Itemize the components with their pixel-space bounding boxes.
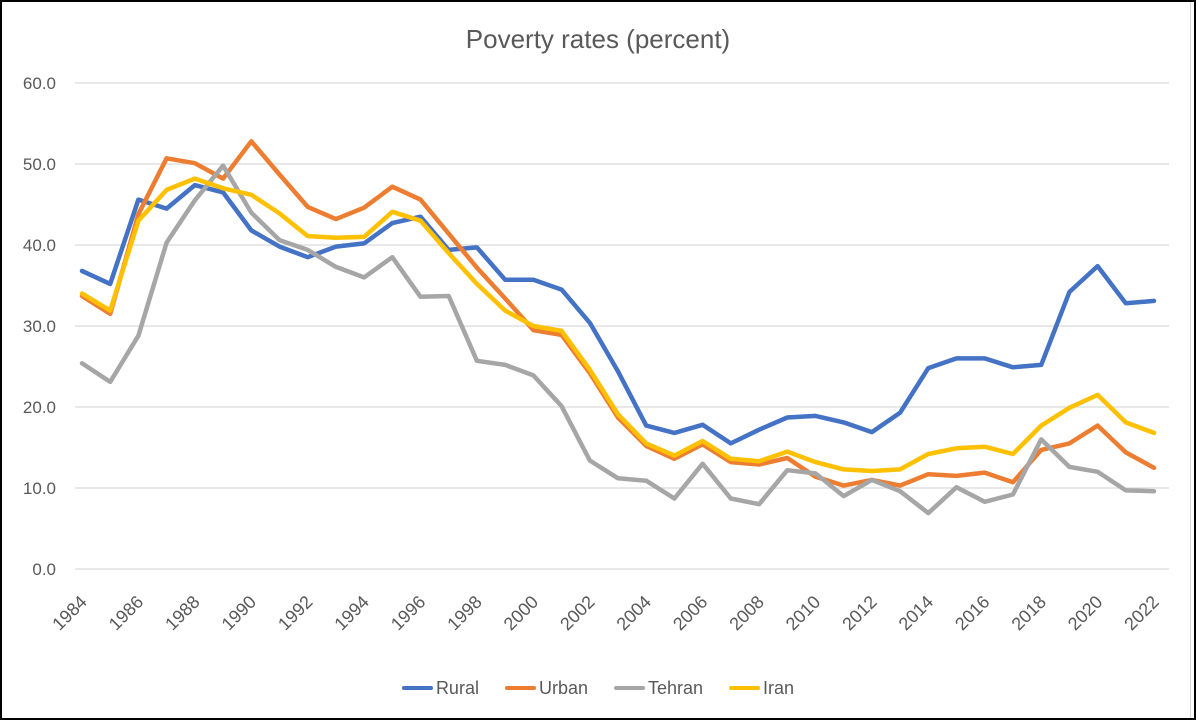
x-axis-label-2000: 2000 — [500, 592, 542, 634]
x-axis-label-2010: 2010 — [782, 592, 824, 634]
x-axis-label-1998: 1998 — [443, 592, 485, 634]
x-axis-label-2012: 2012 — [838, 592, 880, 634]
x-axis-label-2004: 2004 — [613, 592, 655, 634]
legend-item-iran: Iran — [729, 678, 794, 699]
x-axis-label-2014: 2014 — [895, 592, 937, 634]
x-axis-label-2020: 2020 — [1064, 592, 1106, 634]
legend-item-urban: Urban — [504, 677, 588, 699]
series-line-rural — [79, 182, 1157, 446]
x-axis-label-2018: 2018 — [1008, 592, 1050, 634]
legend-item-rural: Rural — [401, 677, 479, 699]
x-axis-label-1994: 1994 — [330, 592, 372, 634]
legend-label-tehran: Tehran — [647, 677, 704, 698]
y-axis-label-60.0: 60.0 — [23, 74, 56, 93]
x-axis-label-2002: 2002 — [556, 592, 598, 634]
window-right-edge — [1190, 2, 1191, 718]
series-line-tehran — [79, 163, 1157, 516]
x-axis-label-2016: 2016 — [951, 592, 993, 634]
x-axis-label-2022: 2022 — [1120, 592, 1162, 634]
legend-label-urban: Urban — [538, 677, 588, 698]
y-axis-label-50.0: 50.0 — [23, 155, 56, 174]
legend-label-iran: Iran — [763, 677, 795, 698]
legend-line-swatch-rural — [401, 685, 433, 691]
x-axis-label-1986: 1986 — [105, 592, 147, 634]
legend-label-rural: Rural — [435, 677, 479, 698]
x-axis-label-1990: 1990 — [218, 592, 260, 634]
y-axis-label-10.0: 10.0 — [23, 479, 56, 498]
x-axis-label-1992: 1992 — [274, 592, 316, 634]
legend-line-swatch-iran — [729, 685, 761, 691]
chart-title: Poverty rates (percent) — [465, 24, 731, 54]
x-axis-label-1984: 1984 — [48, 592, 90, 634]
x-axis-label-1988: 1988 — [161, 592, 203, 634]
x-axis-label-2006: 2006 — [669, 592, 711, 634]
x-axis-label-1996: 1996 — [387, 592, 429, 634]
x-axis-label-2008: 2008 — [725, 592, 767, 634]
legend-item-tehran: Tehran — [613, 677, 704, 699]
chart-legend: Rural Urban Tehran Iran — [2, 672, 1194, 704]
legend-line-swatch-tehran — [613, 685, 645, 691]
y-axis-label-20.0: 20.0 — [23, 398, 56, 417]
y-axis-label-40.0: 40.0 — [23, 236, 56, 255]
y-axis-label-0.0: 0.0 — [32, 560, 56, 579]
legend-line-swatch-urban — [504, 685, 536, 691]
series-line-iran — [79, 176, 1157, 474]
y-axis-label-30.0: 30.0 — [23, 317, 56, 336]
